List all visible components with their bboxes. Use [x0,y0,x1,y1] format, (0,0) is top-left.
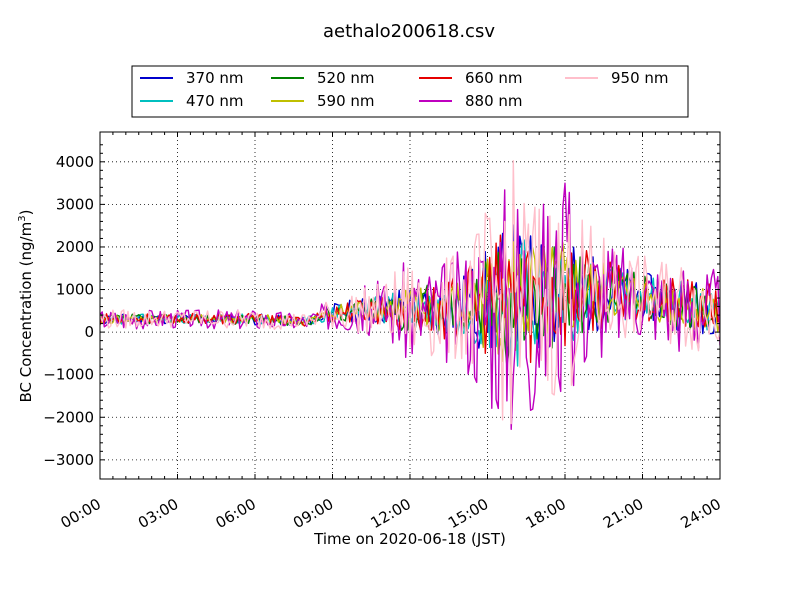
series-line-880-nm [100,182,720,430]
legend-label: 370 nm [186,69,244,87]
y-tick-label: 3000 [56,195,94,213]
legend-label: 950 nm [611,69,669,87]
legend-label: 660 nm [465,69,523,87]
legend-label: 880 nm [465,92,523,110]
chart-title: aethalo200618.csv [323,21,495,42]
x-tick-label: 00:00 [58,495,104,532]
y-tick-label: 4000 [56,153,94,171]
x-axis-label: Time on 2020-06-18 (JST) [313,530,506,548]
y-axis-label-close: ) [17,210,35,216]
legend-label: 520 nm [317,69,375,87]
y-axis-label-superscript: 3 [17,215,28,221]
x-tick-label: 09:00 [290,495,336,532]
legend: 370 nm 470 nm 520 nm 590 nm 660 nm 880 nm 950 … [131,65,689,118]
legend-entry: 950 nm [565,69,669,87]
x-tick-label: 06:00 [213,495,259,532]
x-tick-labels: 00:00 03:00 06:00 09:00 12:00 15:00 18:00 21:00… [58,495,724,532]
x-tick-label: 18:00 [523,495,569,532]
x-tick-label: 15:00 [445,495,491,532]
legend-entry: 370 nm [140,69,244,87]
legend-entry: 660 nm [419,69,523,87]
x-tick-label: 21:00 [600,495,646,532]
legend-entry: 880 nm [419,92,523,110]
y-axis-label-main: BC Concentration (ng/m [17,222,35,403]
y-tick-labels: −3000 −2000 −1000 0 1000 2000 3000 4000 [43,153,94,469]
y-tick-label: −2000 [43,408,94,426]
legend-frame [131,65,689,118]
x-tick-label: 03:00 [135,495,181,532]
y-tick-label: 2000 [56,238,94,256]
legend-label: 590 nm [317,92,375,110]
series-layer [100,160,720,430]
legend-entry: 590 nm [271,92,375,110]
y-tick-label: 0 [84,323,94,341]
x-tick-label: 12:00 [368,495,414,532]
y-tick-label: 1000 [56,281,94,299]
y-axis-label: BC Concentration (ng/m3) [17,210,35,403]
legend-entry: 470 nm [140,92,244,110]
legend-entry: 520 nm [271,69,375,87]
axis-ticks [99,132,721,479]
legend-label: 470 nm [186,92,244,110]
y-tick-label: −3000 [43,451,94,469]
y-tick-label: −1000 [43,366,94,384]
x-tick-label: 24:00 [678,495,724,532]
series-line-950-nm [100,160,720,425]
